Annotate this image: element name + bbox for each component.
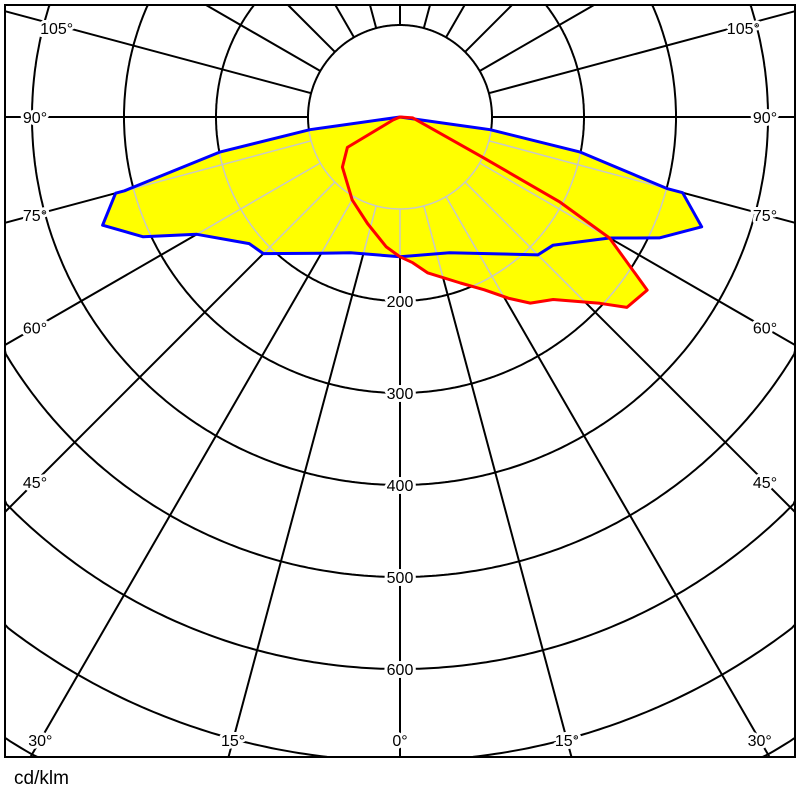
grid-spoke-345 xyxy=(227,205,378,758)
angle-tick-label: 75° xyxy=(23,208,47,225)
angle-tick-label: 0° xyxy=(392,733,407,750)
grid-spoke-150 xyxy=(445,4,466,38)
grid-spoke-255 xyxy=(4,10,312,95)
angle-tick-label: 105° xyxy=(40,21,73,38)
grid-gray-spoke-75 xyxy=(488,140,702,224)
angle-tick-label: 90° xyxy=(753,110,777,127)
grid-gray-spoke-315 xyxy=(102,181,336,308)
radial-tick-label: 200 xyxy=(387,294,414,311)
grid-spoke-240 xyxy=(205,4,321,72)
series-1-line xyxy=(340,115,649,309)
grid-spoke-120 xyxy=(479,4,595,72)
radial-tick-label: 400 xyxy=(387,478,414,495)
curve-lines xyxy=(101,115,704,309)
angle-tick-label: 105° xyxy=(727,21,760,38)
series-0-line xyxy=(101,115,704,259)
curve-fills xyxy=(102,117,702,308)
grid-gray-spoke-45 xyxy=(464,181,702,308)
angle-tick-label: 45° xyxy=(23,475,47,492)
chart-frame xyxy=(4,4,796,758)
radial-tick-label: 300 xyxy=(387,386,414,403)
radial-tick-label: 600 xyxy=(387,662,414,679)
unit-label: cd/klm xyxy=(14,768,69,789)
grid-spoke-195 xyxy=(369,4,378,29)
grid-gray-spoke-285 xyxy=(102,140,312,224)
grid-spoke-135 xyxy=(464,4,513,53)
grid-gray-spoke-30 xyxy=(445,196,702,308)
grid-spoke-15 xyxy=(422,205,573,758)
angle-tick-label: 60° xyxy=(23,321,47,338)
axis-labels: 200 300 400 500 600 105° 90° 75° 60° 45° 30° 15° 0° 1… xyxy=(20,18,780,753)
grid-spoke-210 xyxy=(334,4,355,38)
angle-tick-label: 45° xyxy=(753,475,777,492)
angle-tick-label: 60° xyxy=(753,321,777,338)
radial-tick-label: 500 xyxy=(387,570,414,587)
grid-spoke-165 xyxy=(422,4,431,29)
grid-spoke-105 xyxy=(488,10,796,95)
angle-tick-label: 15° xyxy=(221,733,245,750)
angle-tick-label: 15° xyxy=(555,733,579,750)
grid-spoke-330 xyxy=(29,196,355,758)
angle-tick-label: 75° xyxy=(753,208,777,225)
angle-tick-label: 30° xyxy=(28,733,52,750)
grid-spoke-225 xyxy=(287,4,336,53)
angle-tick-label: 30° xyxy=(748,733,772,750)
angle-tick-label: 90° xyxy=(23,110,47,127)
